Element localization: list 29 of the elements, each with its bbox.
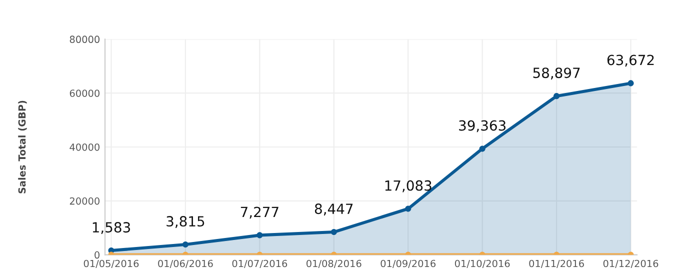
data-label: 63,672 (607, 54, 654, 67)
y-tick-label: 20000 (70, 197, 100, 205)
y-tick-label: 60000 (70, 90, 100, 97)
data-label: 39,363 (459, 120, 506, 132)
point (405, 206, 412, 212)
x-tick-label: 01/09/2016 (380, 260, 436, 268)
y-tick-label: 80000 (70, 36, 100, 44)
data-label: 3,815 (166, 216, 204, 228)
data-label: 1,583 (92, 222, 130, 234)
x-tick-label: 01/06/2016 (158, 260, 213, 268)
point (330, 229, 337, 236)
point (479, 146, 486, 152)
point (256, 232, 263, 238)
y-tick-label: 0 (94, 251, 100, 259)
data-label: 8,447 (314, 204, 353, 216)
point (628, 80, 634, 86)
y-axis-title: Sales Total (GBP) (18, 100, 27, 194)
x-tick-label: 01/12/2016 (603, 260, 658, 268)
point (554, 93, 560, 100)
x-tick-label: 01/11/2016 (529, 260, 584, 268)
y-tick-label: 40000 (70, 143, 100, 151)
x-tick-label: 01/07/2016 (232, 260, 288, 268)
data-label: 7,277 (240, 206, 278, 219)
x-tick-label: 01/10/2016 (454, 260, 510, 268)
data-label: 58,897 (533, 68, 580, 80)
point (182, 241, 188, 248)
data-label: 17,083 (385, 180, 432, 192)
x-tick-label: 01/05/2016 (84, 260, 139, 268)
x-tick-label: 01/08/2016 (306, 260, 362, 268)
